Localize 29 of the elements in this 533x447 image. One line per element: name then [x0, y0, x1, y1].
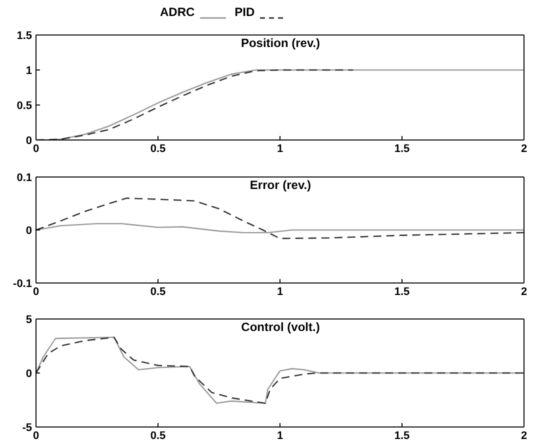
legend-label: ADRC — [160, 5, 195, 19]
y-tick-label: 0 — [26, 224, 32, 237]
x-tick-label: 0.5 — [150, 142, 166, 155]
y-tick-label: -0.1 — [13, 278, 32, 290]
x-tick-label: 0.5 — [150, 430, 166, 442]
x-tick-label: 1 — [276, 142, 284, 155]
chart-title: Position (rev.) — [240, 36, 322, 50]
y-tick-label: 0 — [26, 368, 32, 380]
y-tick-label: 1.5 — [16, 30, 32, 42]
x-tick-label: 1.5 — [394, 286, 410, 298]
legend-label: PID — [234, 5, 255, 19]
chart-title: Error (rev.) — [248, 178, 312, 192]
chart-title: Control (volt.) — [240, 320, 321, 334]
x-tick-label: 2 — [520, 430, 528, 442]
y-tick-label: 0 — [26, 134, 32, 147]
y-tick-label: 0.5 — [16, 100, 32, 112]
x-tick-label: 2 — [520, 286, 528, 298]
line-series — [36, 198, 524, 240]
y-tick-label: -5 — [22, 422, 32, 434]
y-tick-label: 5 — [26, 314, 32, 326]
y-tick-label: 0.1 — [16, 172, 32, 184]
x-tick-label: 2 — [520, 142, 528, 155]
x-tick-label: 1.5 — [394, 142, 410, 155]
line-series — [36, 336, 524, 404]
x-tick-label: 0.5 — [150, 286, 166, 298]
y-tick-label: 1 — [26, 64, 32, 77]
x-tick-label: 1 — [276, 430, 284, 442]
x-tick-label: 1.5 — [394, 430, 410, 442]
x-tick-label: 1 — [276, 286, 284, 298]
